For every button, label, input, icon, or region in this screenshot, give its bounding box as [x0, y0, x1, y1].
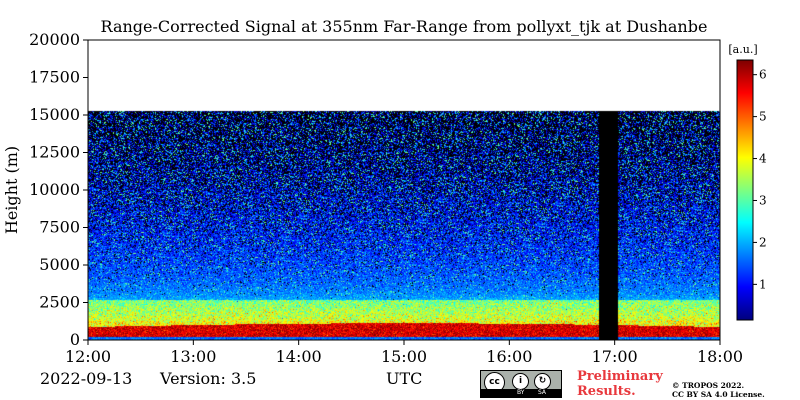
x-tick-label: 15:00 — [381, 347, 427, 366]
share-alike-icon: ↻ — [534, 373, 551, 390]
x-axis: 12:00 13:00 14:00 15:00 16:00 17:00 18:00 — [65, 340, 743, 366]
x-tick-label: 13:00 — [170, 347, 216, 366]
colorbar-tick-label: 1 — [759, 277, 767, 291]
colorbar-label: [a.u.] — [728, 43, 757, 56]
cc-license-badge: cc i ↻ BY SA — [480, 370, 562, 398]
version-label: Version: 3.5 — [160, 369, 257, 388]
colorbar: [a.u.] 1 2 3 4 5 6 — [728, 43, 767, 321]
x-tick-label: 14:00 — [276, 347, 322, 366]
cc-by-text: BY — [517, 389, 525, 396]
preliminary-line-1: Preliminary — [577, 369, 663, 384]
y-tick-label: 15000 — [29, 105, 80, 124]
y-tick-label: 10000 — [29, 180, 80, 199]
y-tick-label: 7500 — [39, 218, 80, 237]
cc-sa-text: SA — [538, 389, 547, 396]
signal-heatmap — [88, 40, 720, 340]
preliminary-notice: Preliminary Results. — [577, 369, 663, 399]
x-tick-label: 12:00 — [65, 347, 111, 366]
cc-badge-bar: BY SA — [481, 389, 561, 397]
preliminary-line-2: Results. — [577, 384, 636, 399]
x-axis-label: UTC — [386, 369, 423, 388]
colorbar-tick-label: 6 — [759, 68, 767, 82]
colorbar-tick-label: 4 — [759, 152, 767, 166]
colorbar-tick-label: 2 — [759, 235, 767, 249]
colorbar-ticks: 1 2 3 4 5 6 — [753, 68, 767, 291]
y-axis: 0 2500 5000 7500 10000 12500 15000 17500 20000 — [29, 30, 88, 349]
y-tick-label: 12500 — [29, 143, 80, 162]
colorbar-tick-label: 5 — [759, 110, 767, 124]
attribution-icon: i — [512, 373, 529, 390]
y-tick-label: 0 — [70, 330, 80, 349]
colorbar-gradient — [737, 60, 753, 320]
x-tick-label: 17:00 — [592, 347, 638, 366]
copyright-line-2: CC BY SA 4.0 License. — [672, 390, 765, 399]
copyright-line-1: © TROPOS 2022. — [672, 381, 745, 390]
y-tick-label: 20000 — [29, 30, 80, 49]
copyright-notice: © TROPOS 2022. CC BY SA 4.0 License. — [672, 381, 765, 399]
date-label: 2022-09-13 — [40, 369, 133, 388]
y-tick-label: 2500 — [39, 293, 80, 312]
chart-title: Range-Corrected Signal at 355nm Far-Rang… — [101, 17, 708, 36]
y-axis-label: Height (m) — [2, 146, 21, 234]
y-tick-label: 17500 — [29, 68, 80, 87]
colorbar-tick-label: 3 — [759, 193, 767, 207]
x-tick-label: 18:00 — [697, 347, 743, 366]
x-tick-label: 16:00 — [486, 347, 532, 366]
y-tick-label: 5000 — [39, 255, 80, 274]
